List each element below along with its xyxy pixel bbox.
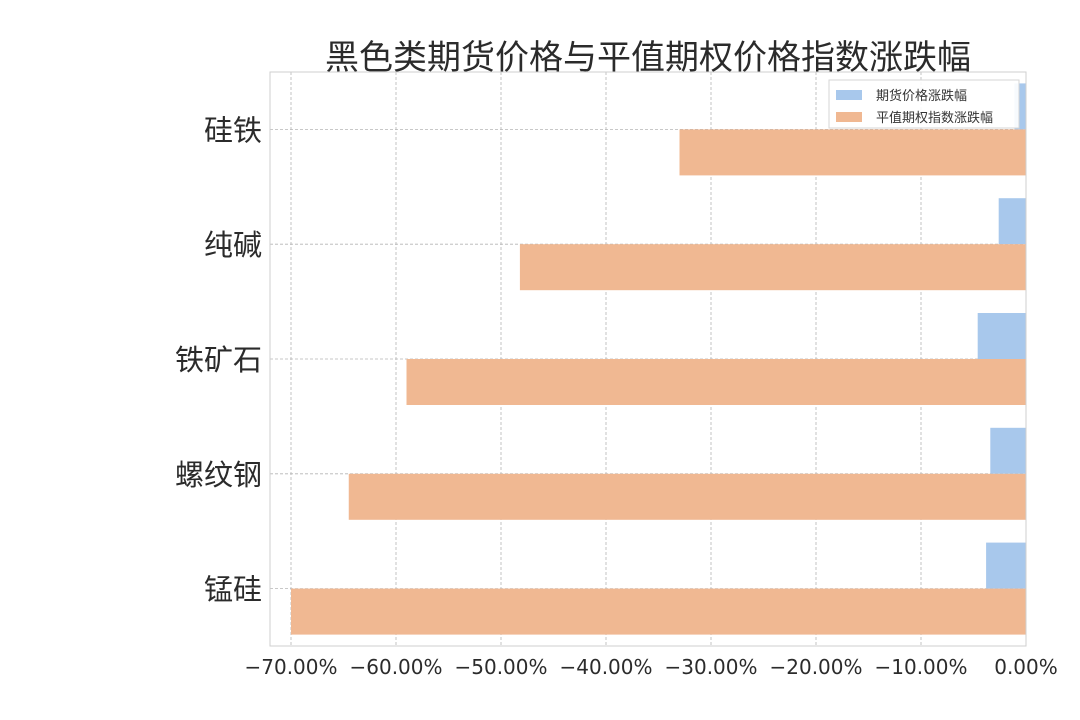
legend-label: 平值期权指数涨跌幅 [876,110,993,126]
x-tick-label: 0.00% [994,655,1058,679]
y-tick-label: 纯碱 [204,228,262,262]
bar [348,473,1026,520]
x-tick-label: −20.00% [769,655,862,679]
bar [1014,83,1026,130]
bar [291,588,1026,635]
x-tick-label: −40.00% [559,655,652,679]
y-tick-label: 螺纹钢 [175,458,262,492]
x-tick-label: −50.00% [454,655,547,679]
bar [986,542,1026,589]
chart-title: 黑色类期货价格与平值期权价格指数涨跌幅 [325,38,971,78]
bar [406,359,1026,405]
x-tick-label: −10.00% [874,655,967,679]
y-tick-labels: 锰硅 螺纹钢 铁矿石 纯碱 硅铁 [175,113,262,606]
y-tick-label: 铁矿石 [175,343,262,377]
legend-swatch [836,90,862,100]
bar [679,129,1026,176]
x-tick-label: −60.00% [349,655,442,679]
x-tick-label: −30.00% [664,655,757,679]
legend-swatch [836,112,862,122]
legend-label: 期货价格涨跌幅 [876,88,967,104]
x-tick-labels: −70.00% −60.00% −50.00% −40.00% −30.00% −20.0… [244,655,1057,679]
bar [977,313,1026,359]
bars [291,83,1026,635]
y-tick-label: 硅铁 [204,113,262,147]
bar [998,198,1026,245]
plot-frame [269,71,1027,647]
bar [519,244,1026,291]
x-tick-label: −70.00% [244,655,337,679]
bar [990,427,1026,474]
y-tick-label: 锰硅 [204,573,262,607]
